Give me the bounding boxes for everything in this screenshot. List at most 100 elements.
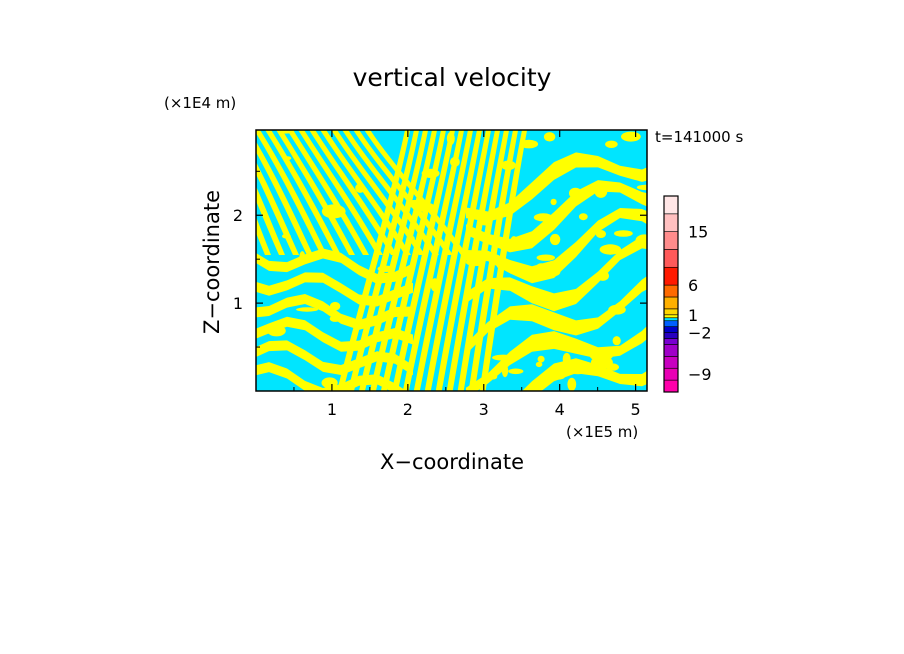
positive-band: [256, 272, 413, 307]
positive-blob: [578, 213, 588, 221]
colorbar-segment: [663, 213, 679, 232]
positive-blob: [446, 131, 455, 146]
positive-band: [265, 130, 341, 255]
positive-band: [256, 362, 407, 391]
positive-band: [320, 130, 411, 255]
positive-band: [466, 276, 647, 355]
positive-blob: [589, 348, 614, 362]
positive-blob: [635, 234, 647, 247]
positive-blob: [421, 168, 440, 178]
positive-band: [358, 130, 429, 391]
positive-band: [413, 130, 474, 391]
positive-blob: [408, 199, 421, 209]
positive-blob: [267, 325, 286, 337]
colorbar-segment: [663, 356, 679, 369]
positive-blob: [510, 236, 518, 248]
positive-blob: [492, 354, 515, 361]
colorbar-segment: [663, 314, 679, 319]
positive-blob: [594, 184, 608, 198]
plot-frame: [255, 129, 648, 392]
y-axis-ticks: 12: [233, 170, 647, 348]
positive-blob: [567, 377, 577, 391]
colorbar-segment: [663, 195, 679, 215]
y-tick-label: 1: [233, 294, 243, 313]
colorbar-segment: [663, 284, 679, 298]
positive-blob: [612, 336, 621, 346]
positive-band: [256, 248, 413, 284]
positive-blob: [377, 265, 395, 272]
positive-blob: [562, 352, 571, 366]
colorbar-segment: [663, 367, 679, 381]
positive-blob: [496, 259, 512, 271]
positive-blob: [536, 254, 555, 261]
colorbar-segment: [663, 344, 679, 357]
positive-blob: [549, 233, 561, 246]
positive-blob: [355, 183, 365, 193]
positive-blob: [621, 131, 641, 142]
velocity-field: [256, 130, 647, 391]
positive-band: [256, 316, 413, 352]
y-unit-label: (×1E4 m): [164, 94, 236, 112]
x-axis-ticks: 1 2 3 4 5: [293, 130, 641, 419]
x-unit-label: (×1E5 m): [566, 423, 638, 441]
positive-blob: [550, 198, 557, 206]
positive-blob: [519, 139, 539, 149]
colorbar-segment: [663, 266, 679, 286]
positive-blob: [321, 204, 346, 219]
x-axis-label: X−coordinate: [380, 450, 524, 474]
colorbar-segment: [663, 326, 679, 333]
positive-blob: [599, 244, 622, 255]
positive-band: [256, 161, 299, 255]
positive-band: [256, 216, 271, 255]
positive-blob: [501, 364, 509, 378]
positive-band: [298, 130, 383, 255]
colorbar-segment: [663, 332, 679, 339]
positive-blob: [277, 130, 295, 134]
x-tick-label: 1: [327, 400, 337, 419]
positive-band: [309, 130, 397, 255]
positive-blob: [296, 307, 319, 312]
positive-band: [256, 141, 313, 255]
positive-blob: [543, 132, 556, 142]
positive-band: [256, 340, 413, 376]
positive-band: [435, 130, 492, 391]
colorbar-segment: [663, 338, 679, 345]
y-axis-label: Z−coordinate: [200, 190, 224, 334]
colorbar-tick-label: −9: [688, 365, 712, 384]
colorbar-tick-label: 6: [688, 276, 698, 295]
positive-blob: [321, 377, 338, 389]
positive-band: [466, 180, 647, 253]
positive-band: [287, 130, 369, 255]
colorbar-segment: [663, 317, 679, 322]
positive-blob: [550, 373, 565, 380]
positive-blob: [596, 270, 609, 281]
time-label: t=141000 s: [655, 128, 743, 146]
positive-blob: [542, 266, 561, 277]
colorbar-segment: [663, 379, 679, 393]
colorbar: 15 6 1−2 −9: [663, 195, 712, 393]
positive-blob: [595, 230, 607, 238]
positive-blob: [479, 217, 492, 226]
x-tick-label: 2: [403, 400, 413, 419]
chart-title: vertical velocity: [353, 63, 552, 92]
positive-blob: [465, 258, 486, 267]
positive-blob: [636, 184, 647, 191]
colorbar-segment: [663, 296, 679, 310]
positive-blob: [537, 355, 545, 363]
positive-band: [380, 130, 447, 391]
positive-band: [256, 130, 327, 255]
positive-blob: [450, 156, 460, 167]
positive-band: [402, 130, 465, 391]
positive-band: [522, 358, 647, 391]
positive-blob: [508, 368, 524, 375]
positive-band: [256, 294, 413, 330]
colorbar-frame: [663, 195, 679, 393]
colorbar-tick-label: −2: [688, 324, 712, 343]
positive-blob: [329, 315, 341, 322]
positive-band: [276, 130, 355, 255]
positive-blob: [487, 374, 498, 380]
colorbar-segment: [663, 320, 679, 327]
positive-band: [391, 130, 456, 391]
positive-blob: [566, 363, 589, 375]
positive-blob: [256, 367, 262, 374]
